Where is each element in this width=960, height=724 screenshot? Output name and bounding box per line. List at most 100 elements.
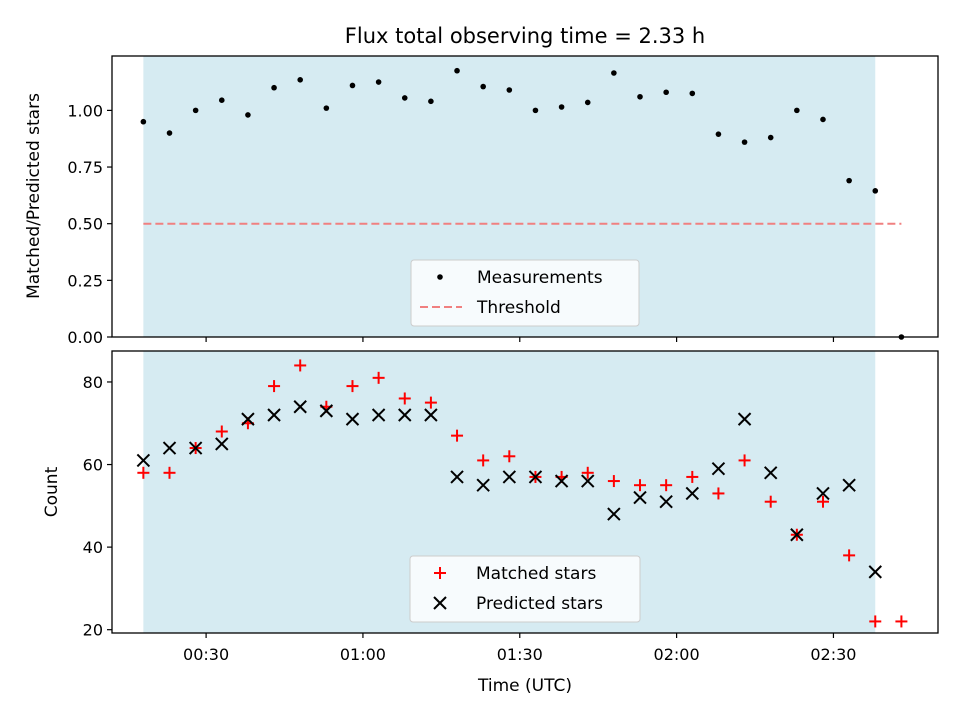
measurement-point (846, 177, 852, 184)
matched-star-point (686, 470, 699, 483)
matched-star-point (268, 380, 281, 393)
measurement-point (192, 107, 199, 114)
matched-star-point (607, 475, 620, 488)
y-tick-label: 0.75 (67, 158, 103, 177)
measurement-point (297, 76, 304, 83)
predicted-star-point (685, 486, 699, 501)
y-tick-label: 0.25 (67, 271, 103, 290)
top-x-ticks (205, 337, 835, 342)
predicted-star-point (162, 441, 177, 455)
measurement-point (401, 95, 408, 101)
measurement-point (166, 130, 173, 136)
y-tick-label: 60 (83, 456, 103, 475)
matched-star-point (424, 396, 437, 409)
top-axes-frame (111, 55, 939, 338)
measurement-point (323, 105, 330, 111)
predicted-star-point (215, 437, 229, 451)
x-axis-label: Time (UTC) (477, 676, 572, 696)
measurement-point (454, 67, 460, 74)
matched-star-point (451, 429, 464, 442)
predicted-star-point (267, 408, 281, 422)
predicted-star-point (293, 400, 307, 414)
matched-star-point (163, 466, 176, 479)
legend-matched-marker (434, 567, 446, 579)
predicted-star-point (868, 565, 882, 579)
measurement-point (663, 89, 669, 96)
measurement-point (637, 93, 643, 100)
measurement-point (480, 83, 486, 90)
predicted-star-point (476, 478, 490, 492)
measurement-point (767, 134, 774, 141)
top-legend-box (410, 259, 640, 327)
predicted-star-point (816, 486, 830, 501)
legend-measurements-label: Measurements (477, 268, 603, 288)
predicted-star-point (659, 494, 673, 509)
predicted-star-point (424, 408, 438, 422)
predicted-star-point (450, 470, 464, 484)
x-tick-label: 02:30 (810, 645, 856, 664)
measurement-point (375, 79, 382, 85)
matched-star-point (294, 359, 307, 372)
bottom-y-axis-label: Count (42, 466, 62, 517)
matched-star-point (712, 487, 725, 500)
legend-measurements-marker (437, 274, 443, 280)
x-tick-label: 01:30 (497, 645, 543, 664)
top-y-ticks: 0.00 0.25 0.50 0.75 1.00 (67, 101, 112, 347)
matched-star-point (895, 615, 908, 628)
matched-star-point (764, 495, 777, 508)
bottom-legend-box (409, 555, 641, 623)
predicted-star-point (764, 466, 778, 480)
top-panel: 0.00 0.25 0.50 0.75 1.00 Matched/Predicted s… (24, 55, 939, 347)
matched-star-point (346, 380, 359, 393)
legend-matched-label: Matched stars (476, 564, 596, 584)
predicted-star-point (319, 404, 334, 418)
measurement-point (741, 139, 748, 145)
y-tick-label: 0.50 (67, 215, 103, 234)
measurement-point (584, 99, 591, 106)
predicted-star-point (633, 490, 647, 505)
measurement-point (794, 107, 800, 114)
legend-predicted-label: Predicted stars (476, 594, 603, 614)
matched-star-point (843, 549, 856, 562)
chart-title: Flux total observing time = 2.33 h (345, 24, 705, 48)
measurement-point (245, 112, 251, 118)
predicted-star-point (371, 408, 386, 422)
predicted-star-point (554, 474, 569, 488)
measurement-point (611, 70, 617, 76)
predicted-star-point (188, 441, 203, 455)
predicted-star-point (842, 478, 856, 492)
matched-star-point (503, 450, 516, 463)
top-plot-marks (140, 67, 905, 340)
measurement-point (558, 104, 565, 110)
predicted-star-point (607, 507, 621, 521)
predicted-star-point (790, 528, 804, 542)
matched-star-point (634, 479, 647, 492)
y-tick-label: 20 (83, 621, 103, 640)
matched-star-point (816, 495, 829, 508)
bottom-axes-frame (111, 350, 939, 634)
measurement-point (506, 87, 513, 93)
x-tick-label: 00:30 (183, 645, 229, 664)
measurement-point (715, 131, 722, 137)
matched-star-point (738, 454, 751, 467)
bottom-x-ticks: 00:30 01:00 01:30 02:00 02:30 (183, 633, 856, 664)
x-tick-label: 01:00 (340, 645, 386, 664)
bottom-legend: Matched stars Predicted stars (409, 555, 641, 623)
predicted-star-point (398, 408, 412, 422)
matched-star-point (869, 615, 882, 628)
measurement-point (872, 188, 879, 194)
measurement-point (820, 116, 826, 123)
matched-star-point (398, 392, 411, 405)
bottom-y-ticks: 20 40 60 80 (83, 373, 112, 640)
predicted-star-point (711, 461, 726, 476)
predicted-star-point (502, 470, 517, 484)
x-tick-label: 02:00 (654, 645, 700, 664)
y-tick-label: 0.00 (67, 328, 103, 347)
matched-star-point (660, 479, 673, 492)
top-y-axis-label: Matched/Predicted stars (24, 93, 44, 299)
y-tick-label: 1.00 (67, 101, 103, 120)
measurement-point (271, 84, 277, 91)
matched-star-point (477, 454, 490, 467)
measurement-point (689, 90, 696, 97)
